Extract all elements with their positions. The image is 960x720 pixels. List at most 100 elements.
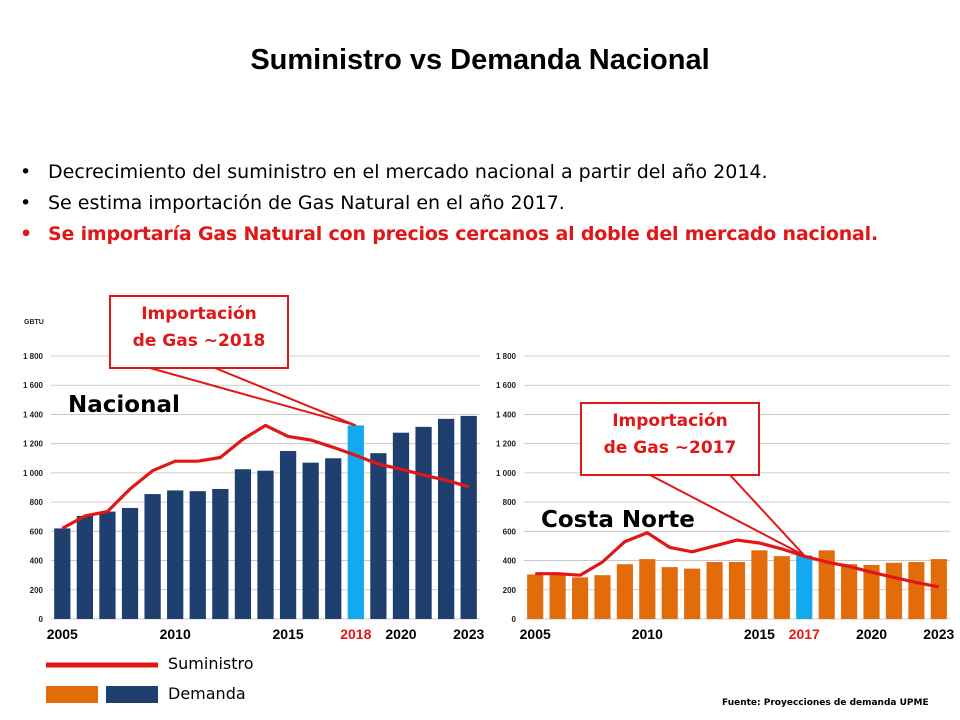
y-tick-label: 800: [30, 498, 44, 507]
bar-2010: [167, 490, 184, 619]
y-tick-label: 600: [503, 527, 517, 536]
bar-2014: [257, 470, 274, 619]
x-tick-label: 2017: [789, 626, 820, 642]
callout-costa-norte-line1: Importación: [612, 411, 728, 431]
bar-2018: [818, 550, 835, 619]
x-tick-label: 2005: [47, 626, 78, 642]
y-tick-label: 400: [503, 557, 517, 566]
callout-pointer: [149, 367, 357, 427]
bar-2005: [54, 528, 71, 619]
bullet-list: Decrecimiento del suministro en el merca…: [18, 158, 958, 251]
bar-2014: [728, 562, 746, 619]
bar-2012: [684, 568, 701, 619]
y-tick-label: 1 600: [23, 381, 44, 390]
bar-2016: [302, 462, 319, 619]
x-tick-label: 2020: [856, 626, 887, 642]
y-tick-label: 1 000: [496, 469, 517, 478]
bullet-item: Se estima importación de Gas Natural en …: [18, 189, 958, 220]
source-note: Fuente: Proyecciones de demanda UPME: [722, 698, 929, 708]
legend-demand-swatch-nacional: [106, 686, 158, 703]
y-tick-label: 1 200: [496, 440, 517, 449]
callout-pointers: [149, 367, 805, 557]
y-tick-label: 1 600: [496, 381, 517, 390]
bar-2021: [885, 562, 903, 619]
callout-nacional-line2: de Gas ~2018: [132, 331, 266, 351]
callout-costa-norte: Importación de Gas ~2017: [580, 402, 760, 476]
bar-2010: [639, 559, 656, 619]
bar-2020: [863, 564, 880, 619]
bar-2006: [549, 574, 566, 619]
bar-2011: [661, 567, 678, 619]
callout-costa-norte-line2: de Gas ~2017: [603, 438, 737, 458]
legend-supply-label: Suministro: [168, 654, 254, 673]
bullet-item: Decrecimiento del suministro en el merca…: [18, 158, 958, 189]
x-tick-label: 2015: [273, 626, 304, 642]
bar-2019: [370, 453, 387, 619]
callout-pointer: [649, 474, 805, 557]
bar-2013: [706, 562, 723, 619]
x-tick-label: 2010: [160, 626, 191, 642]
callout-pointer: [214, 367, 357, 427]
bar-2007: [571, 577, 589, 619]
x-tick-label: 2020: [385, 626, 416, 642]
bar-2016: [773, 556, 790, 619]
y-tick-label: 200: [503, 586, 517, 595]
y-tick-label: 1 000: [23, 469, 44, 478]
unit-label: GBTU: [24, 319, 44, 326]
y-tick-label: 200: [30, 586, 44, 595]
x-tick-label: 2005: [520, 626, 551, 642]
legend-demand-swatch-costa: [46, 686, 98, 703]
chart-nacional: 0 200 400 600 800 1 000 1 200 1 400 1 600 1 800 20…: [23, 319, 485, 642]
bar-2017: [325, 458, 342, 619]
callout-nacional: Importación de Gas ~2018: [109, 295, 289, 369]
y-tick-label: 1 200: [23, 440, 44, 449]
y-tick-label: 0: [512, 615, 517, 624]
bar-2007: [99, 511, 116, 619]
y-tick-label: 1 400: [23, 410, 44, 419]
region-label: Nacional: [68, 392, 180, 418]
bar-2012: [212, 488, 229, 619]
bar-2011: [189, 491, 206, 619]
bar-2006: [76, 515, 93, 619]
bar-2013: [234, 469, 252, 619]
y-tick-label: 0: [39, 615, 44, 624]
y-tick-label: 1 800: [23, 352, 44, 361]
bar-2022: [908, 562, 925, 619]
bar-2022: [438, 418, 455, 619]
supply-line: [61, 423, 470, 530]
bar-2018: [347, 425, 364, 619]
bullet-item-highlight: Se importaría Gas Natural con precios ce…: [18, 220, 958, 251]
bar-2017: [796, 555, 813, 619]
chart-costa-norte: 0 200 400 600 800 1 000 1 200 1 400 1 600 1 800 20…: [496, 352, 955, 642]
callout-pointer: [729, 474, 805, 557]
bar-2005: [527, 574, 544, 619]
supply-line: [535, 531, 940, 589]
page-title: Suministro vs Demanda Nacional: [250, 44, 710, 76]
x-tick-label: 2010: [632, 626, 663, 642]
callout-nacional-line1: Importación: [141, 304, 257, 324]
y-tick-label: 1 800: [496, 352, 517, 361]
y-tick-label: 400: [30, 557, 44, 566]
chart-legend: [46, 662, 158, 703]
bar-2023: [460, 415, 477, 619]
y-tick-label: 600: [30, 527, 44, 536]
bar-2008: [594, 575, 611, 619]
region-label: Costa Norte: [541, 507, 695, 533]
y-tick-label: 1 400: [496, 410, 517, 419]
x-tick-label: 2018: [340, 626, 371, 642]
x-tick-label: 2023: [923, 626, 954, 642]
bar-2015: [751, 550, 768, 619]
bar-2008: [121, 507, 139, 619]
bar-2009: [144, 494, 161, 619]
x-tick-label: 2023: [453, 626, 484, 642]
bar-2020: [392, 432, 410, 619]
bar-2023: [930, 559, 947, 619]
bar-2015: [279, 450, 297, 619]
y-tick-label: 800: [503, 498, 517, 507]
bar-2021: [415, 426, 432, 619]
bar-2019: [841, 564, 858, 619]
legend-demand-label: Demanda: [168, 684, 246, 703]
x-tick-label: 2015: [744, 626, 775, 642]
bar-2009: [616, 564, 633, 619]
